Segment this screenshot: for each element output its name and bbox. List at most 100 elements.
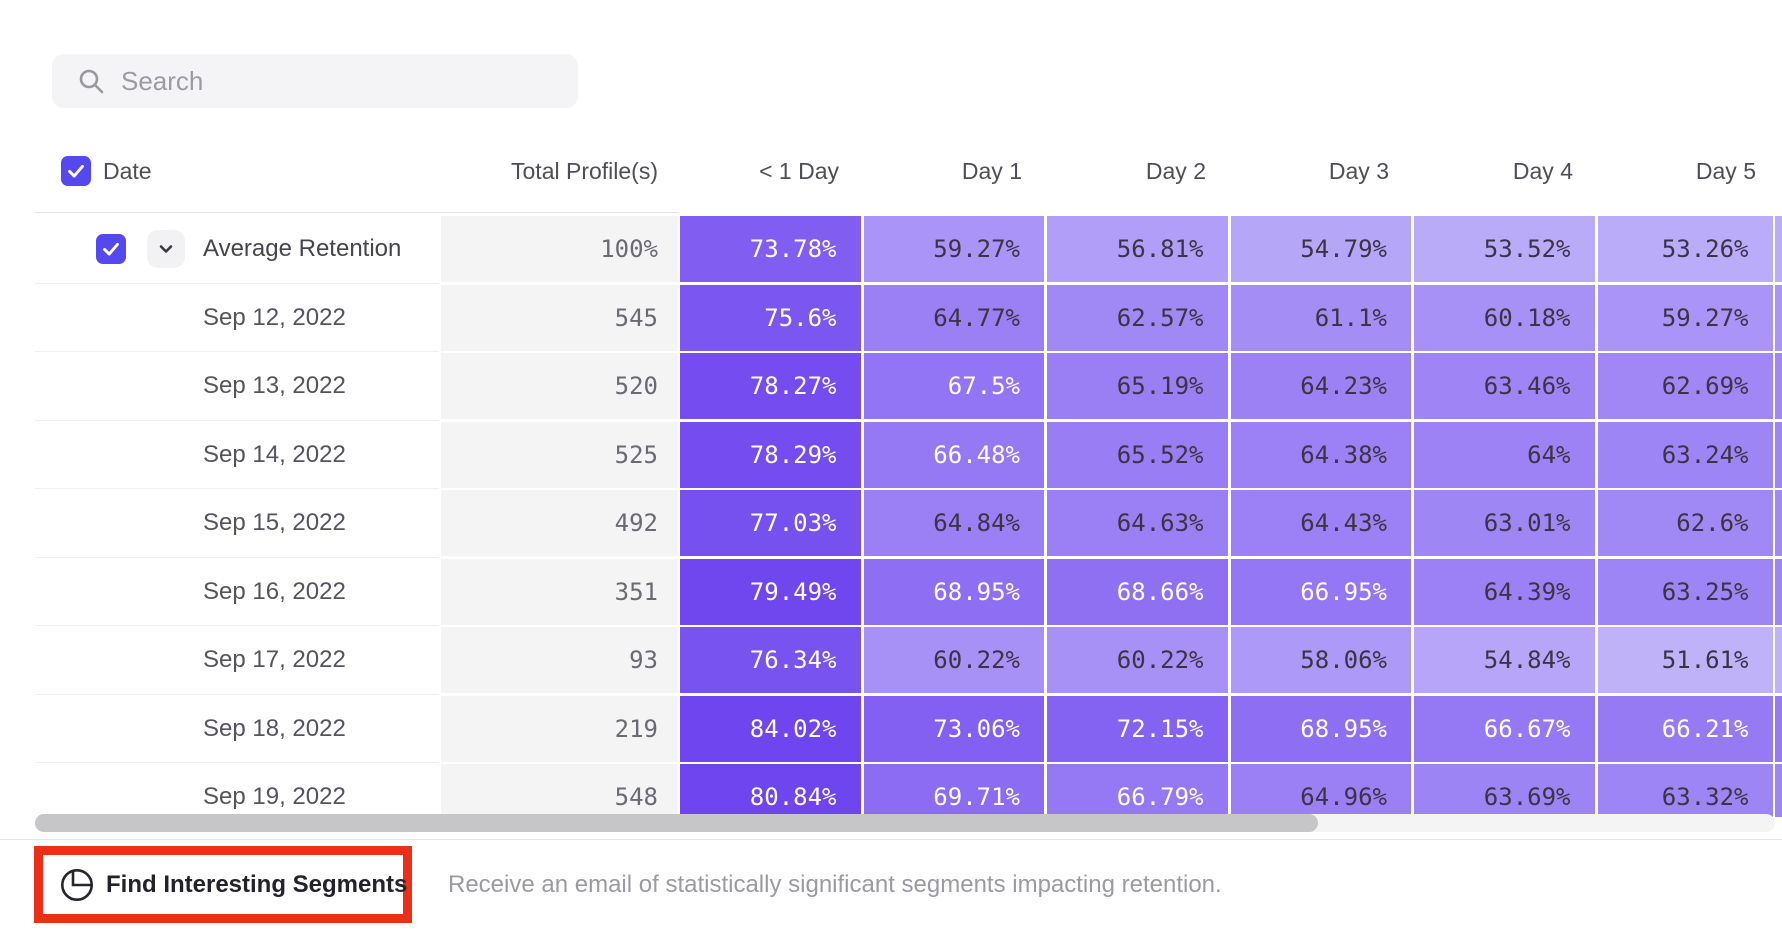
column-header-total-profiles: Total Profile(s) <box>511 158 658 184</box>
date-cell: Sep 18, 2022 <box>35 696 439 762</box>
footer-description: Receive an email of statistically signif… <box>448 871 1222 898</box>
retention-cell[interactable]: 53.26% <box>1597 216 1773 282</box>
retention-cell[interactable]: 68.66% <box>1047 558 1228 625</box>
row-divider <box>35 488 439 489</box>
total-profiles-cell: 520 <box>441 353 678 419</box>
clipped-next-column-cell <box>1775 353 1782 419</box>
retention-cell[interactable]: 79.49% <box>680 558 861 625</box>
retention-cell[interactable]: 63.69% <box>1414 764 1595 817</box>
row-divider <box>35 762 439 763</box>
retention-cell[interactable]: 54.84% <box>1414 627 1595 693</box>
retention-cell[interactable]: 59.27% <box>1597 284 1773 351</box>
retention-cell[interactable]: 60.22% <box>1047 627 1228 693</box>
retention-cell[interactable]: 78.29% <box>680 421 861 488</box>
date-cell: Sep 17, 2022 <box>35 627 439 693</box>
row-checkbox[interactable] <box>96 234 126 264</box>
table-row: Sep 12, 2022 545 75.6% 64.77% 62.57% 61.1% 60.… <box>0 282 1782 351</box>
find-interesting-segments-button[interactable]: Find Interesting Segments <box>34 846 412 923</box>
clipped-next-column-cell <box>1775 695 1782 762</box>
retention-cell[interactable]: 66.95% <box>1230 558 1411 625</box>
retention-cell[interactable]: 76.34% <box>680 627 861 693</box>
retention-cell[interactable]: 68.95% <box>1230 695 1411 762</box>
retention-cell[interactable]: 64.39% <box>1414 558 1595 625</box>
retention-cell[interactable]: 66.21% <box>1597 695 1773 762</box>
row-divider <box>35 282 439 284</box>
total-profiles-cell: 219 <box>441 695 678 762</box>
total-profiles-cell: 525 <box>441 421 678 488</box>
retention-cell[interactable]: 77.03% <box>680 490 861 556</box>
retention-cell[interactable]: 73.78% <box>680 216 861 282</box>
retention-cell[interactable]: 63.25% <box>1597 558 1773 625</box>
retention-cell[interactable]: 72.15% <box>1047 695 1228 762</box>
retention-cell[interactable]: 60.22% <box>863 627 1044 693</box>
retention-cell[interactable]: 84.02% <box>680 695 861 762</box>
date-cell: Sep 15, 2022 <box>35 490 439 556</box>
chevron-down-icon <box>159 245 173 253</box>
retention-cell[interactable]: 60.18% <box>1414 284 1595 351</box>
retention-cell[interactable]: 53.52% <box>1414 216 1595 282</box>
retention-cell[interactable]: 58.06% <box>1230 627 1411 693</box>
retention-cell[interactable]: 65.19% <box>1047 353 1228 419</box>
row-label: Sep 14, 2022 <box>203 440 346 468</box>
retention-cell[interactable]: 56.81% <box>1047 216 1228 282</box>
total-profiles-cell: 93 <box>441 627 678 693</box>
retention-cell[interactable]: 62.6% <box>1597 490 1773 556</box>
header-divider <box>35 212 678 213</box>
retention-cell[interactable]: 78.27% <box>680 353 861 419</box>
retention-cell[interactable]: 63.01% <box>1414 490 1595 556</box>
retention-cell[interactable]: 66.48% <box>863 421 1044 488</box>
retention-cell[interactable]: 61.1% <box>1230 284 1411 351</box>
column-header-lt-1-day: < 1 Day <box>759 158 839 184</box>
retention-cell[interactable]: 64.38% <box>1230 421 1411 488</box>
retention-cell[interactable]: 62.69% <box>1597 353 1773 419</box>
total-profiles-cell: 548 <box>441 764 678 817</box>
retention-cell[interactable]: 64.23% <box>1230 353 1411 419</box>
retention-cell[interactable]: 66.79% <box>1047 764 1228 817</box>
total-profiles-cell: 100% <box>441 216 678 282</box>
interesting-segments-icon <box>61 868 93 901</box>
retention-cell[interactable]: 65.52% <box>1047 421 1228 488</box>
row-divider <box>35 625 439 626</box>
retention-cell[interactable]: 63.24% <box>1597 421 1773 488</box>
expand-row-button[interactable] <box>147 230 185 268</box>
table-row: Sep 19, 2022 548 80.84% 69.71% 66.79% 64.96% 6… <box>0 762 1782 817</box>
retention-cell[interactable]: 66.67% <box>1414 695 1595 762</box>
footer-divider <box>0 839 1782 840</box>
date-cell: Sep 14, 2022 <box>35 422 439 488</box>
retention-cell[interactable]: 62.57% <box>1047 284 1228 351</box>
retention-cell[interactable]: 80.84% <box>680 764 861 817</box>
row-label: Sep 18, 2022 <box>203 714 346 742</box>
retention-cell[interactable]: 63.32% <box>1597 764 1773 817</box>
retention-cell[interactable]: 75.6% <box>680 284 861 351</box>
retention-cell[interactable]: 59.27% <box>863 216 1044 282</box>
table-row: Sep 13, 2022 520 78.27% 67.5% 65.19% 64.23% 63… <box>0 351 1782 419</box>
retention-cell[interactable]: 73.06% <box>863 695 1044 762</box>
row-divider <box>35 556 439 558</box>
search-input[interactable]: Search <box>52 54 578 108</box>
table-row: Average Retention 100% 73.78% 59.27% 56.81% 5… <box>0 216 1782 282</box>
retention-cell[interactable]: 69.71% <box>863 764 1044 817</box>
column-header-date: Date <box>103 158 152 184</box>
retention-cell[interactable]: 63.46% <box>1414 353 1595 419</box>
retention-cell[interactable]: 64% <box>1414 421 1595 488</box>
retention-cell[interactable]: 51.61% <box>1597 627 1773 693</box>
retention-cell[interactable]: 64.43% <box>1230 490 1411 556</box>
retention-cell[interactable]: 64.63% <box>1047 490 1228 556</box>
horizontal-scrollbar-thumb[interactable] <box>35 814 1318 832</box>
row-divider <box>35 419 439 421</box>
find-interesting-segments-label: Find Interesting Segments <box>106 870 408 898</box>
retention-cell[interactable]: 54.79% <box>1230 216 1411 282</box>
retention-cell[interactable]: 64.84% <box>863 490 1044 556</box>
clipped-next-column-cell <box>1775 216 1782 282</box>
clipped-next-column-cell <box>1775 490 1782 556</box>
row-label: Sep 12, 2022 <box>203 303 346 331</box>
retention-cell[interactable]: 67.5% <box>863 353 1044 419</box>
retention-cell[interactable]: 64.77% <box>863 284 1044 351</box>
table-row: Sep 17, 2022 93 76.34% 60.22% 60.22% 58.06% 54… <box>0 625 1782 693</box>
select-all-checkbox[interactable] <box>61 156 91 186</box>
date-cell: Sep 19, 2022 <box>35 764 439 817</box>
retention-cell[interactable]: 64.96% <box>1230 764 1411 817</box>
clipped-next-column-cell <box>1775 558 1782 625</box>
retention-cell[interactable]: 68.95% <box>863 558 1044 625</box>
